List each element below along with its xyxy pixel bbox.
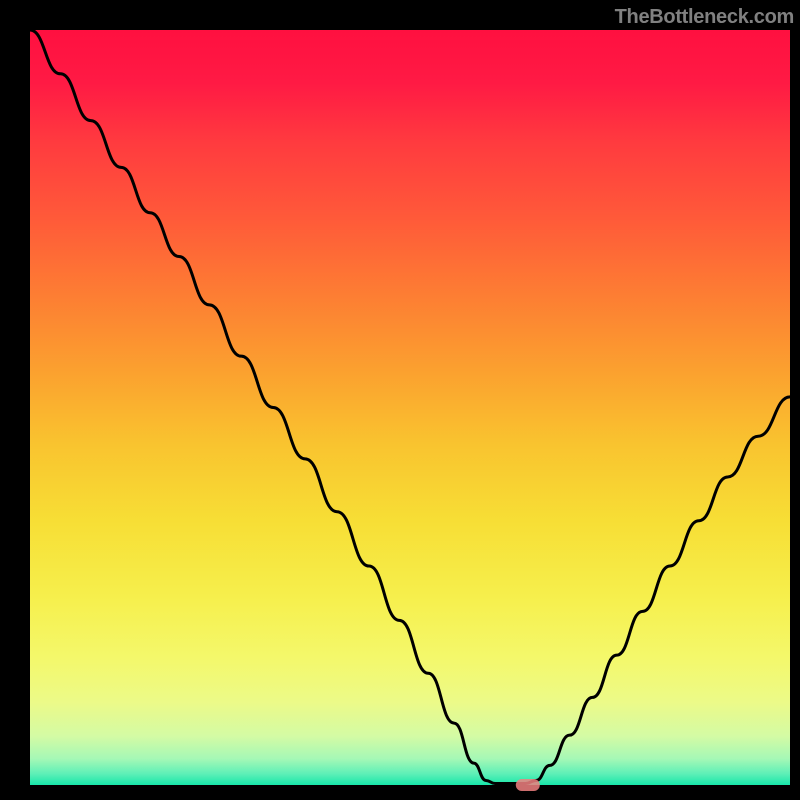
watermark-label: TheBottleneck.com <box>615 6 794 29</box>
min-marker <box>516 779 540 791</box>
plot-background <box>30 30 790 785</box>
bottleneck-chart <box>0 0 800 800</box>
chart-container: TheBottleneck.com <box>0 0 800 800</box>
